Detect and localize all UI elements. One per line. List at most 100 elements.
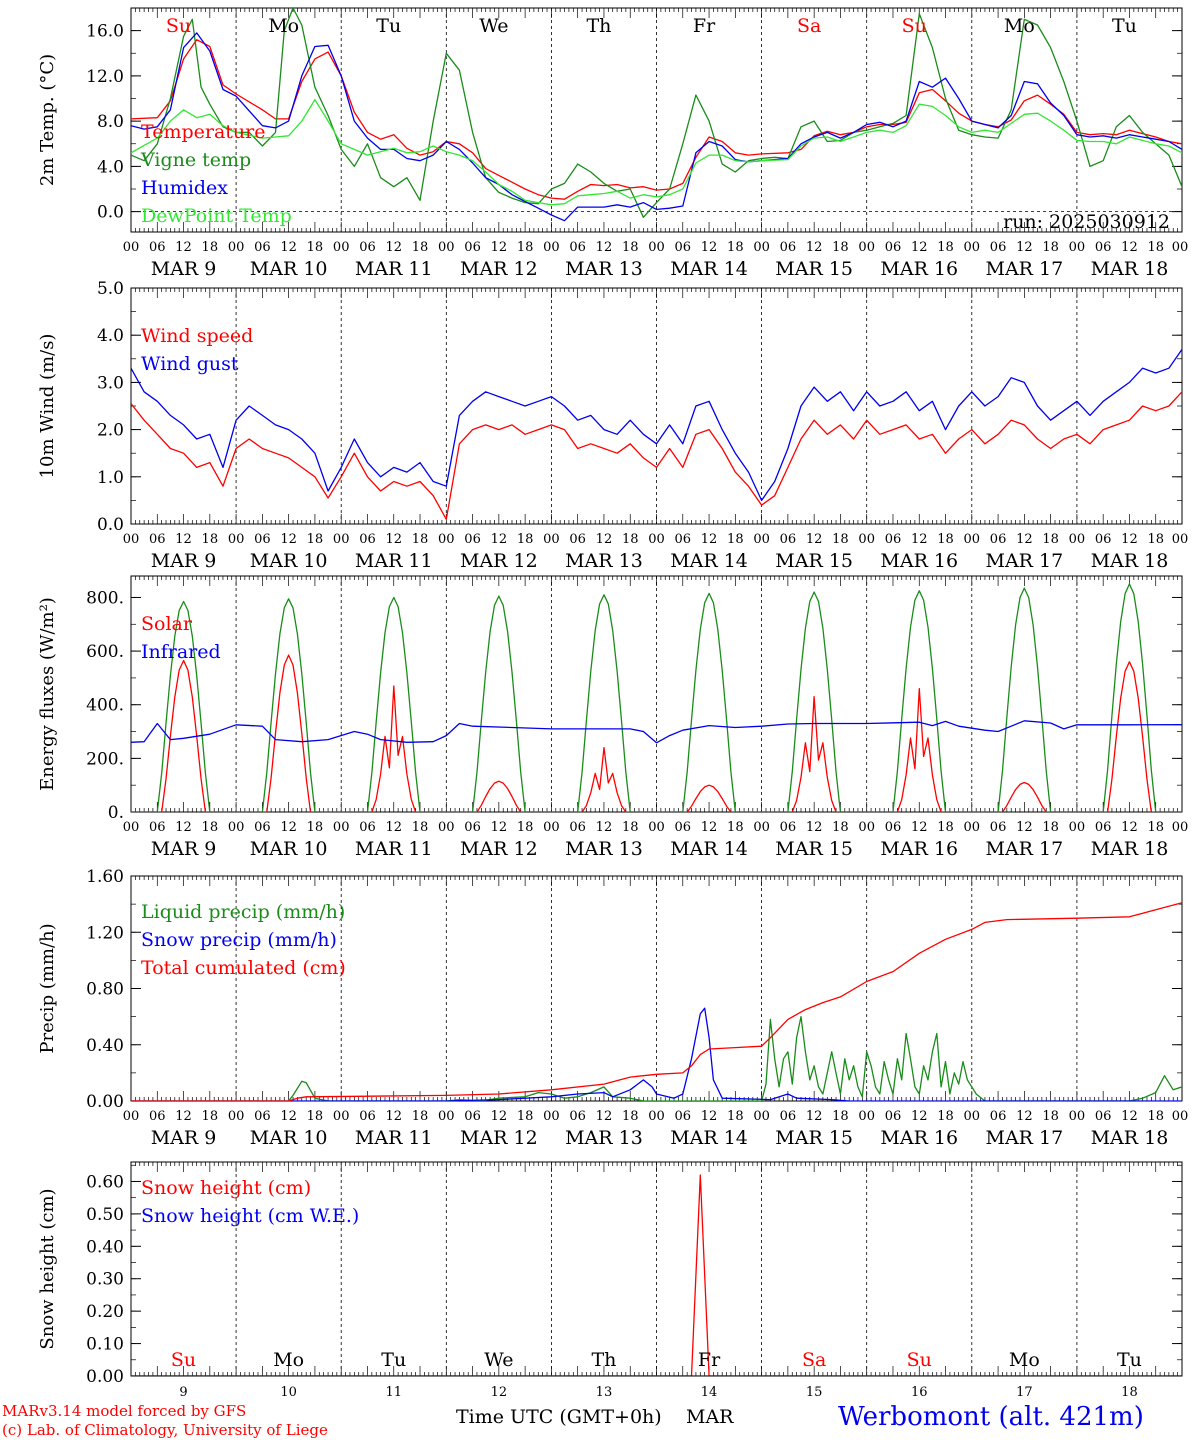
hour-tick-label: 18 xyxy=(307,820,324,835)
hour-tick-label: 12 xyxy=(1121,240,1138,255)
chart-panel-1: 0.0 4.0 8.0 12.0 16.0 2m Temp. (°C) Temperatur… xyxy=(37,7,1188,280)
legend-entry: DewPoint Temp xyxy=(141,205,292,227)
hour-tick-label: 18 xyxy=(202,532,219,547)
line-snow-precip-mm-h- xyxy=(131,1007,1182,1101)
date-label: MAR 10 xyxy=(250,550,328,572)
hour-tick-label: 00 xyxy=(123,240,140,255)
hour-tick-label: 00 xyxy=(438,532,455,547)
date-label: MAR 14 xyxy=(670,550,748,572)
hour-tick-label: 00 xyxy=(648,240,665,255)
hour-tick-label: 00 xyxy=(228,1109,245,1124)
hour-tick-label: 00 xyxy=(333,820,350,835)
hour-tick-label: 00 xyxy=(753,820,770,835)
hour-tick-label: 06 xyxy=(464,1109,481,1124)
hour-tick-label: 00 xyxy=(1069,820,1086,835)
station-name: Werbomont (alt. 421m) xyxy=(838,1402,1144,1432)
hour-tick-label: 12 xyxy=(701,240,718,255)
hour-tick-label: 00 xyxy=(1069,240,1086,255)
hour-tick-label: 00 xyxy=(333,1109,350,1124)
hour-tick-label: 00 xyxy=(438,240,455,255)
weekday-label: We xyxy=(479,15,508,37)
hour-tick-label: 18 xyxy=(937,532,954,547)
date-label: MAR 15 xyxy=(775,1127,853,1149)
hour-tick-label: 00 xyxy=(964,532,981,547)
hour-tick-label: 12 xyxy=(701,532,718,547)
hour-tick-label: 18 xyxy=(1147,820,1164,835)
day-number-label: 14 xyxy=(701,1385,718,1400)
y-tick-label: 8.0 xyxy=(97,112,124,132)
hour-tick-label: 06 xyxy=(359,532,376,547)
hour-tick-label: 00 xyxy=(333,240,350,255)
legend-entry: Wind speed xyxy=(141,325,253,347)
hour-tick-label: 06 xyxy=(464,532,481,547)
weekday-label: Th xyxy=(591,1349,616,1371)
y-tick-label: 0.40 xyxy=(86,1036,124,1056)
legend-entry: Snow precip (mm/h) xyxy=(141,929,337,951)
lab-credit: (c) Lab. of Climatology, University of L… xyxy=(2,1421,328,1439)
date-label: MAR 9 xyxy=(151,1127,217,1149)
y-tick-label: 0.30 xyxy=(86,1270,124,1290)
x-axis-month: MAR xyxy=(686,1406,734,1428)
line-top-of-atmosphere xyxy=(131,583,1182,812)
date-label: MAR 18 xyxy=(1091,838,1169,860)
hour-tick-label: 06 xyxy=(569,820,586,835)
hour-tick-label: 18 xyxy=(727,1109,744,1124)
hour-tick-label: 00 xyxy=(543,820,560,835)
legend-entry: Total cumulated (cm) xyxy=(141,957,346,979)
y-tick-label: 800. xyxy=(86,588,124,608)
hour-tick-label: 00 xyxy=(1069,1109,1086,1124)
y-tick-label: 0.40 xyxy=(86,1237,124,1257)
hour-tick-label: 18 xyxy=(622,240,639,255)
weekday-label: Th xyxy=(586,15,611,37)
legend-entry: Temperature xyxy=(141,121,265,143)
hour-tick-label: 12 xyxy=(385,1109,402,1124)
hour-tick-label: 12 xyxy=(280,532,297,547)
hour-tick-label: 12 xyxy=(911,532,928,547)
chart-panel-2: 0.0 1.0 2.0 3.0 4.0 5.0 10m Wind (m/s) Wind spe… xyxy=(37,279,1188,572)
hour-tick-label: 00 xyxy=(543,1109,560,1124)
date-label: MAR 18 xyxy=(1091,550,1169,572)
weekday-label: We xyxy=(484,1349,513,1371)
hour-tick-label: 12 xyxy=(701,1109,718,1124)
hour-tick-label: 06 xyxy=(885,1109,902,1124)
hour-tick-label: 06 xyxy=(359,1109,376,1124)
weekday-label: Tu xyxy=(381,1349,406,1371)
hour-tick-label: 00 xyxy=(753,240,770,255)
hour-tick-label: 00 xyxy=(123,820,140,835)
date-label: MAR 15 xyxy=(775,550,853,572)
hour-tick-label: 18 xyxy=(727,240,744,255)
hour-tick-label: 00 xyxy=(438,820,455,835)
hour-tick-label: 00 xyxy=(858,532,875,547)
y-tick-label: 3.0 xyxy=(97,373,124,393)
hour-tick-label: 18 xyxy=(832,240,849,255)
hour-tick-label: 12 xyxy=(491,820,508,835)
date-label: MAR 16 xyxy=(880,258,958,280)
day-number-label: 10 xyxy=(280,1385,297,1400)
hour-tick-label: 12 xyxy=(280,1109,297,1124)
hour-tick-label: 18 xyxy=(517,820,534,835)
hour-tick-label: 06 xyxy=(990,1109,1007,1124)
hour-tick-label: 06 xyxy=(990,820,1007,835)
hour-tick-label: 18 xyxy=(412,820,429,835)
weekday-label: Sa xyxy=(802,1349,826,1371)
date-label: MAR 16 xyxy=(880,1127,958,1149)
y-axis-label: 10m Wind (m/s) xyxy=(37,334,58,479)
hour-tick-label: 06 xyxy=(1095,532,1112,547)
hour-tick-label: 12 xyxy=(806,240,823,255)
hour-tick-label: 00 xyxy=(1172,1109,1189,1124)
hour-tick-label: 12 xyxy=(175,240,192,255)
line-temperature xyxy=(131,39,1182,200)
x-axis-label: Time UTC (GMT+0h) xyxy=(456,1406,662,1428)
hour-tick-label: 12 xyxy=(175,820,192,835)
chart-panel-3: 0. 200. 400. 600. 800. Energy fluxes (W/m²) So… xyxy=(37,575,1188,860)
hour-tick-label: 00 xyxy=(753,1109,770,1124)
day-number-label: 18 xyxy=(1121,1385,1138,1400)
hour-tick-label: 18 xyxy=(412,532,429,547)
hour-tick-label: 06 xyxy=(254,240,271,255)
y-tick-label: 5.0 xyxy=(97,279,124,299)
hour-tick-label: 18 xyxy=(937,1109,954,1124)
date-label: MAR 13 xyxy=(565,550,643,572)
hour-tick-label: 12 xyxy=(701,820,718,835)
weekday-label: Mo xyxy=(268,15,299,37)
hour-tick-label: 18 xyxy=(832,1109,849,1124)
